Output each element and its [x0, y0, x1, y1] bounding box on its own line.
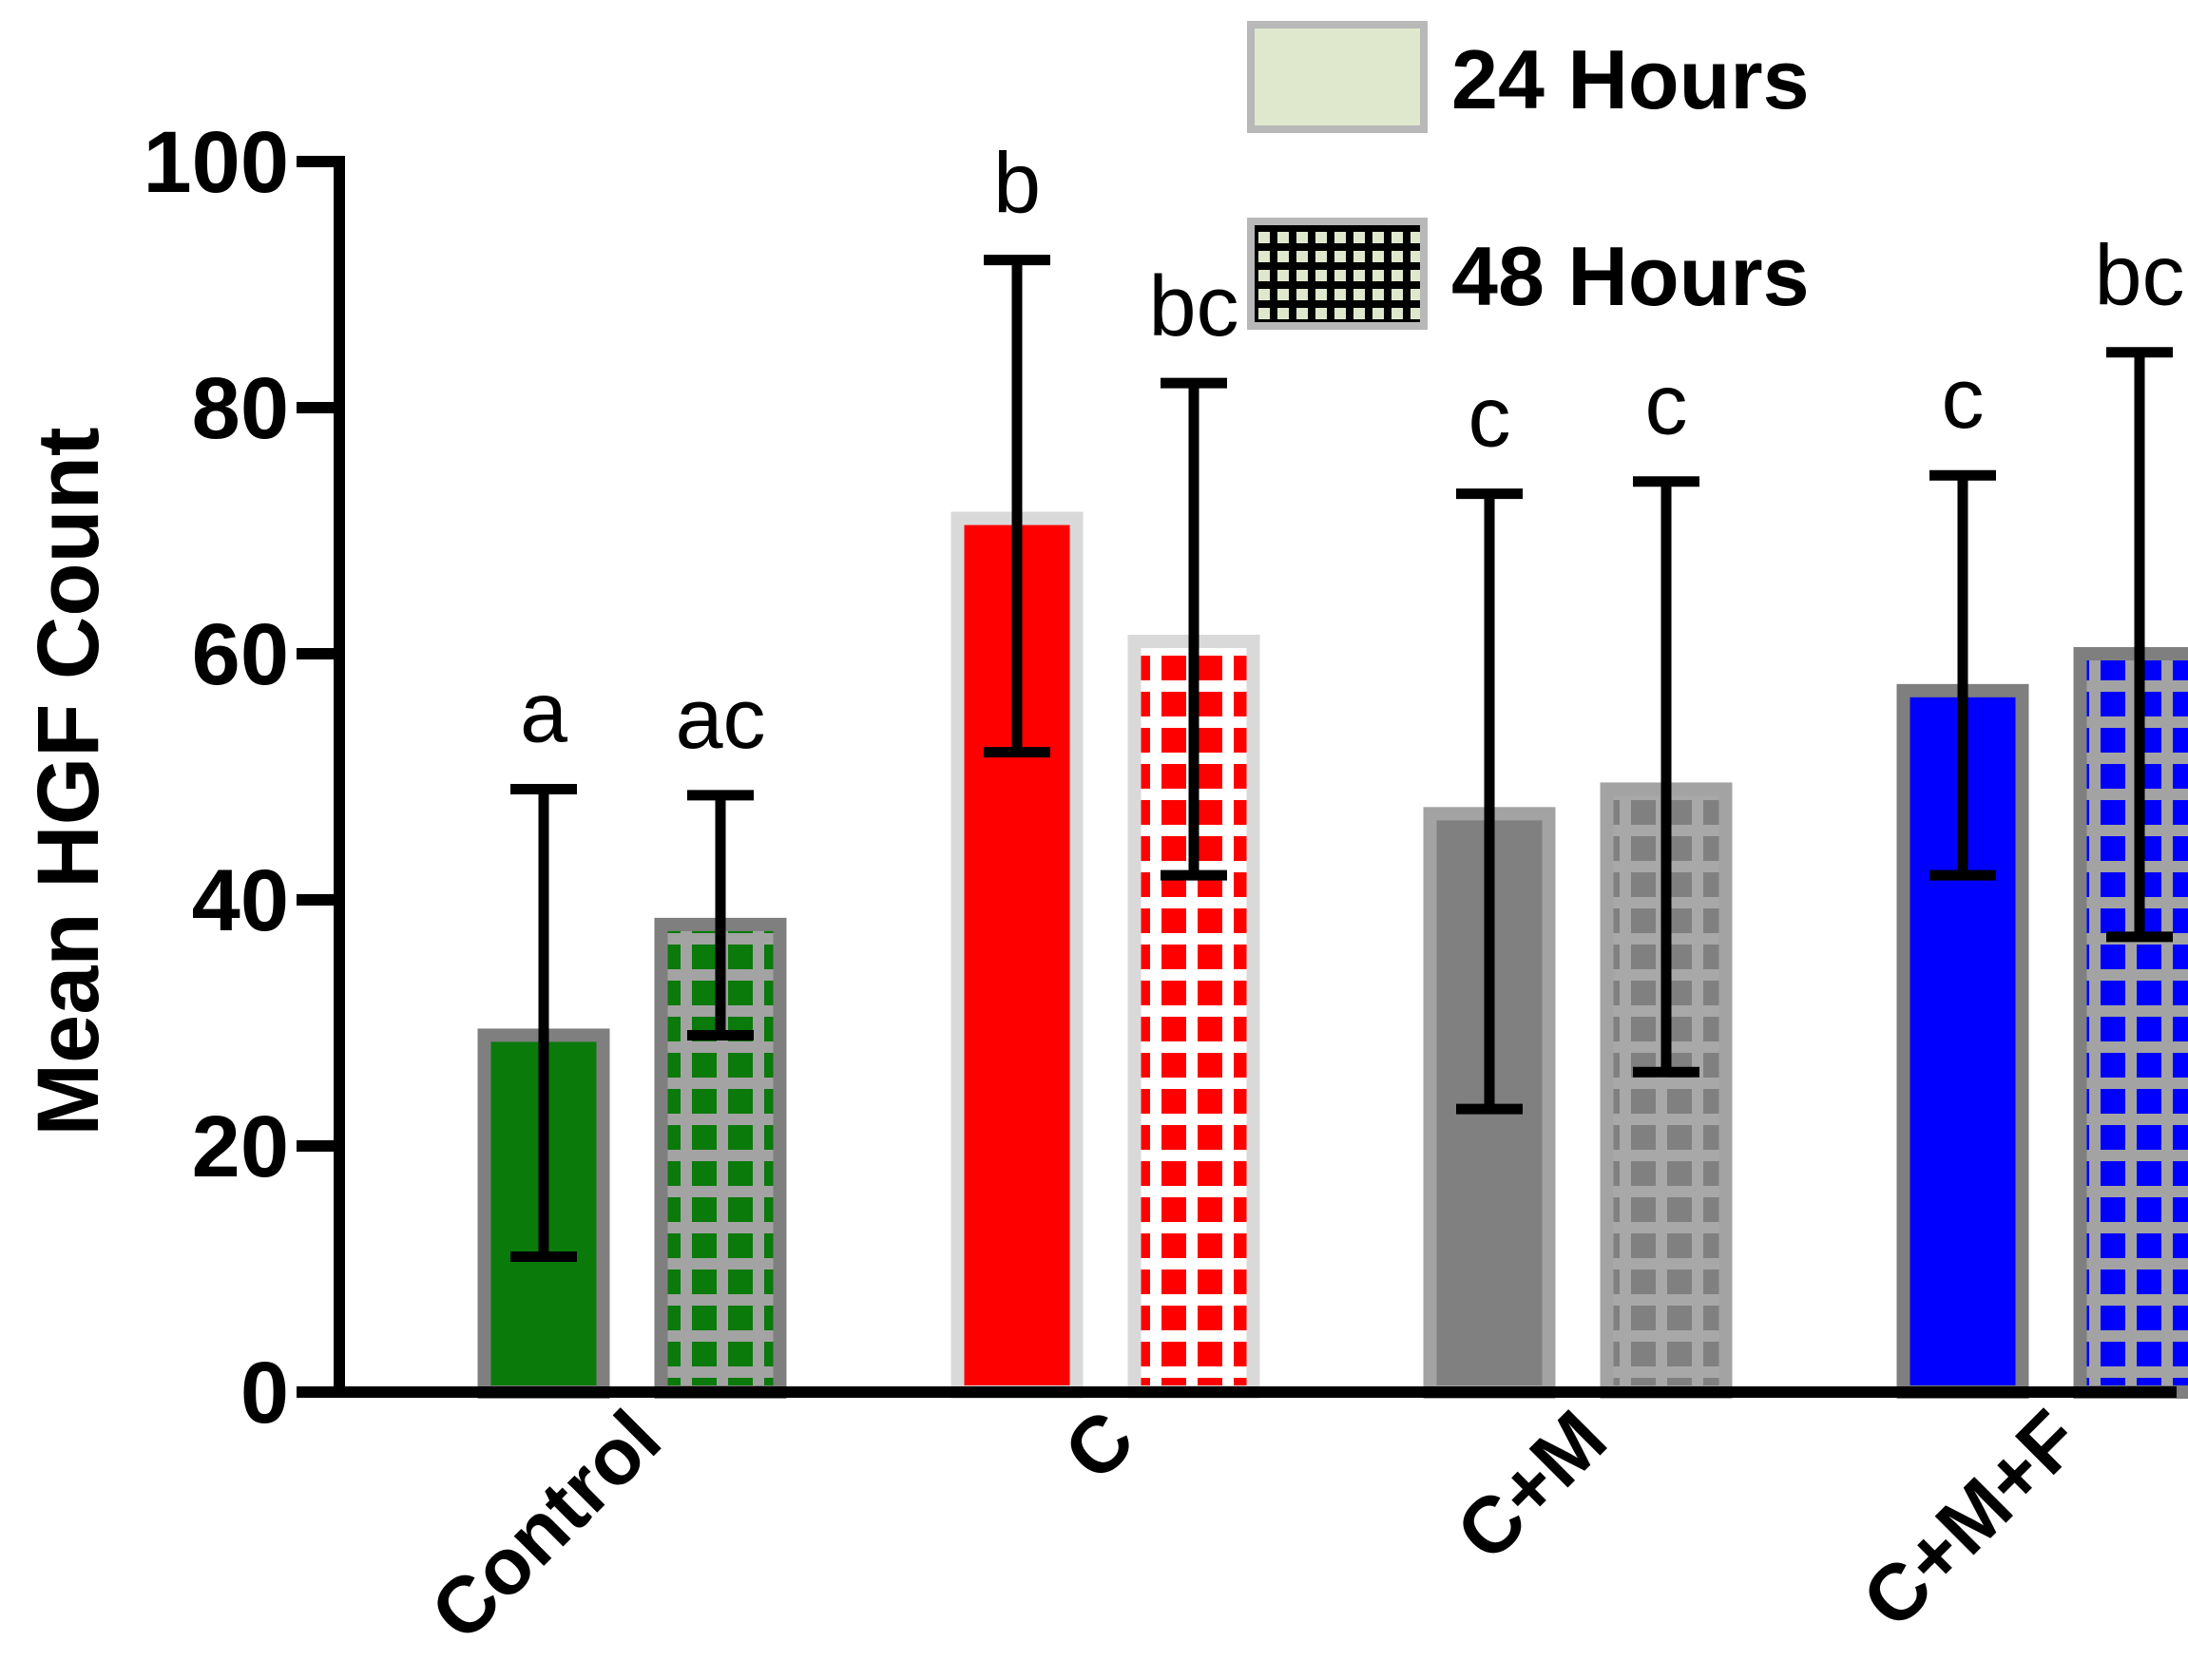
error-bar-c-plus-m-24-hours: [1456, 488, 1523, 1115]
bar-c-plus-m-plus-f-48-hours: [2073, 647, 2188, 1399]
significance-label-c-plus-m-48-hours: c: [1645, 358, 1688, 453]
y-tick-label-20: 20: [192, 1098, 289, 1195]
legend-item-48-hours: 48 Hours: [1247, 218, 1810, 330]
significance-label-c-plus-m-plus-f-48-hours: bc: [2094, 229, 2184, 324]
error-bar-c-24-hours: [984, 255, 1050, 758]
legend-swatch-24-hours: [1247, 21, 1428, 133]
bars-layer: [477, 511, 2188, 1400]
y-tick-label-0: 0: [240, 1345, 289, 1441]
legend-item-24-hours: 24 Hours: [1247, 21, 1810, 133]
significance-label-control-48-hours: ac: [675, 672, 765, 767]
x-tick-label-control: Control: [413, 1393, 678, 1657]
y-tick-label-40: 40: [192, 852, 289, 949]
axes-layer: 0 20 40 60 80 100 Mean HGF Count Control C C+M C+M…: [20, 114, 2177, 1657]
significance-label-c-48-hours: bc: [1148, 259, 1238, 354]
error-bars-layer: [510, 255, 2173, 1263]
legend-swatch-48-hours: [1247, 218, 1428, 330]
significance-label-c-plus-m-24-hours: c: [1468, 371, 1511, 466]
significance-label-control-24-hours: a: [520, 665, 568, 760]
error-bar-c-plus-m-plus-f-24-hours: [1929, 469, 1996, 881]
error-bar-c-48-hours: [1161, 377, 1227, 881]
legend-label-48-hours: 48 Hours: [1451, 229, 1810, 323]
y-tick-label-100: 100: [144, 114, 290, 211]
x-tick-label-c-plus-m: C+M: [1439, 1393, 1623, 1577]
significance-label-c-plus-m-plus-f-24-hours: c: [1942, 352, 1985, 447]
y-tick-label-60: 60: [192, 606, 289, 703]
error-bar-control-48-hours: [687, 790, 754, 1040]
legend: 24 Hours 48 Hours: [1247, 21, 1810, 330]
legend-label-24-hours: 24 Hours: [1451, 32, 1810, 126]
error-bar-c-plus-m-48-hours: [1633, 476, 1699, 1078]
y-tick-label-80: 80: [192, 360, 289, 457]
error-bar-control-24-hours: [510, 783, 577, 1263]
bar-c-plus-m-plus-f-24-hours: [1896, 683, 2029, 1399]
significance-label-c-24-hours: b: [993, 137, 1041, 232]
error-bar-c-plus-m-plus-f-48-hours: [2106, 347, 2173, 943]
x-tick-label-c: C: [1046, 1393, 1150, 1497]
x-tick-label-c-plus-m-plus-f: C+M+F: [1845, 1393, 2097, 1645]
y-axis-title: Mean HGF Count: [20, 427, 117, 1136]
